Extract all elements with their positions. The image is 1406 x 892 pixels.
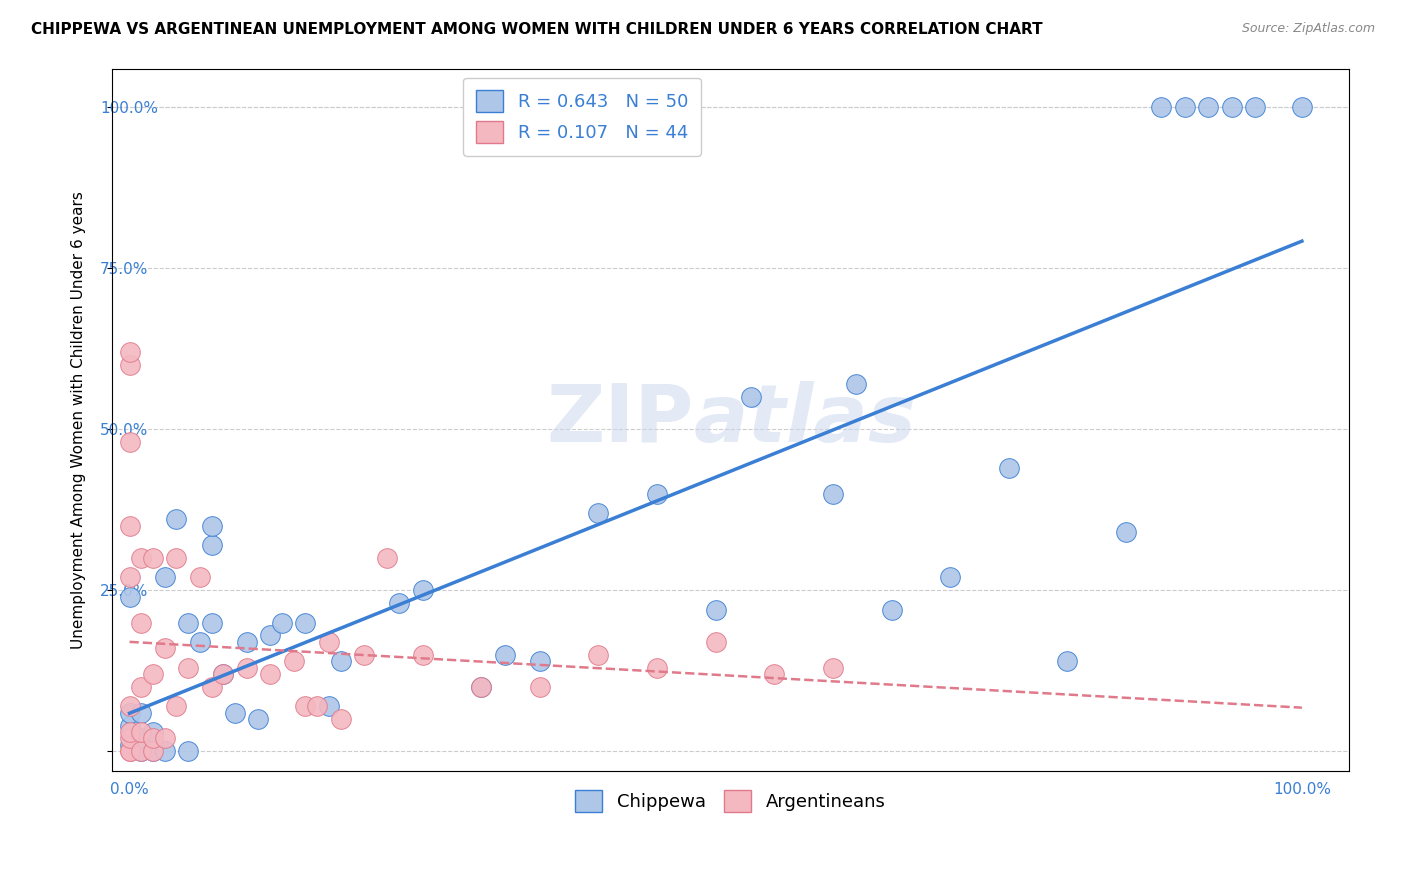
Point [129,615,152,630]
Point [188,635,211,649]
Point [118,718,141,732]
Point [118,590,141,604]
Point [271,615,294,630]
Point [529,654,551,668]
Point [118,435,141,450]
Point [118,519,141,533]
Point [494,648,516,662]
Point [165,512,187,526]
Point [200,615,222,630]
Text: Source: ZipAtlas.com: Source: ZipAtlas.com [1241,22,1375,36]
Point [704,602,727,616]
Point [318,635,340,649]
Point [118,345,141,359]
Point [142,551,165,566]
Point [1174,100,1197,114]
Point [353,648,375,662]
Point [1115,525,1137,540]
Point [200,519,222,533]
Point [212,667,235,681]
Point [177,660,200,674]
Point [153,641,176,656]
Point [845,377,868,392]
Point [177,744,200,758]
Legend: Chippewa, Argentineans: Chippewa, Argentineans [562,778,898,825]
Point [1197,100,1219,114]
Point [283,654,305,668]
Point [212,667,235,681]
Point [118,699,141,714]
Point [118,570,141,584]
Point [377,551,399,566]
Point [200,680,222,694]
Point [294,699,316,714]
Point [129,744,152,758]
Point [153,731,176,746]
Text: atlas: atlas [693,381,917,458]
Point [224,706,246,720]
Point [588,648,610,662]
Point [318,699,340,714]
Point [821,486,844,500]
Point [1244,100,1267,114]
Point [470,680,492,694]
Point [329,654,352,668]
Point [129,725,152,739]
Point [129,551,152,566]
Point [704,635,727,649]
Point [165,551,187,566]
Point [294,615,316,630]
Point [142,731,165,746]
Point [412,648,434,662]
Point [529,680,551,694]
Y-axis label: Unemployment Among Women with Children Under 6 years: Unemployment Among Women with Children U… [72,191,86,648]
Point [259,628,281,642]
Point [118,744,141,758]
Point [645,486,668,500]
Point [259,667,281,681]
Point [329,712,352,726]
Point [821,660,844,674]
Point [740,390,762,404]
Point [470,680,492,694]
Point [142,744,165,758]
Text: CHIPPEWA VS ARGENTINEAN UNEMPLOYMENT AMONG WOMEN WITH CHILDREN UNDER 6 YEARS COR: CHIPPEWA VS ARGENTINEAN UNEMPLOYMENT AMO… [31,22,1043,37]
Point [236,635,259,649]
Point [129,731,152,746]
Point [880,602,903,616]
Point [388,596,411,610]
Point [307,699,329,714]
Point [118,706,141,720]
Text: ZIP: ZIP [546,381,693,458]
Point [118,731,141,746]
Point [939,570,962,584]
Point [129,680,152,694]
Point [129,706,152,720]
Point [142,744,165,758]
Point [645,660,668,674]
Point [118,744,141,758]
Point [118,725,141,739]
Point [1291,100,1313,114]
Point [129,744,152,758]
Point [142,667,165,681]
Point [177,615,200,630]
Point [200,538,222,552]
Point [153,744,176,758]
Point [236,660,259,674]
Point [142,725,165,739]
Point [153,570,176,584]
Point [188,570,211,584]
Point [1220,100,1243,114]
Point [412,583,434,598]
Point [1056,654,1078,668]
Point [763,667,786,681]
Point [1150,100,1173,114]
Point [998,461,1021,475]
Point [165,699,187,714]
Point [247,712,270,726]
Point [588,506,610,520]
Point [118,358,141,372]
Point [118,738,141,752]
